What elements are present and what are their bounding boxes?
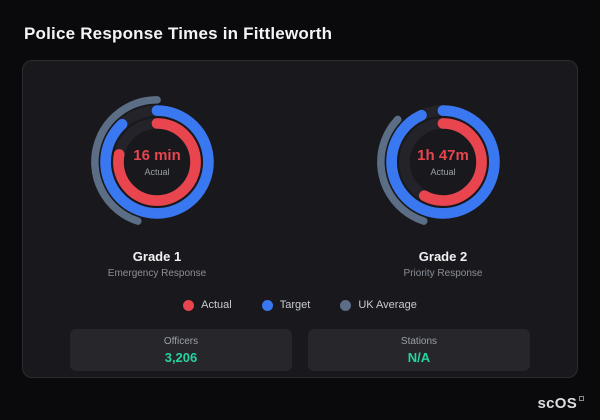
actual-dot-icon [183,299,195,311]
stat-value: N/A [407,349,431,365]
gauge-grade-2: 1h 47m Actual Grade 2 Priority Response [348,87,538,279]
stats-row: Officers 3,206 Stations N/A [23,329,577,371]
page-title: Police Response Times in Fittleworth [24,24,333,43]
target-dot-icon [261,299,273,311]
legend-item-actual: Actual [183,299,232,311]
gauge-subtitle: Priority Response [403,268,483,279]
stat-label: Stations [400,335,438,347]
legend-label: Target [279,299,311,311]
legend-item-uk-average: UK Average [340,299,417,311]
gauges-row: 16 min Actual Grade 1 Emergency Response… [23,87,577,279]
gauge-title: Grade 2 [418,249,468,264]
legend: Actual Target UK Average [23,299,577,311]
legend-label: UK Average [358,299,417,311]
registered-box-icon [579,396,584,401]
stat-label: Officers [163,335,199,347]
watermark-text: scOS [537,395,577,412]
legend-item-target: Target [261,299,311,311]
gauge-title: Grade 1 [132,249,182,264]
stat-value: 3,206 [164,349,198,365]
gauge-svg [377,96,509,228]
legend-label: Actual [201,299,232,311]
gauge-chart-grade-2: 1h 47m Actual [368,87,518,237]
gauge-subtitle: Emergency Response [107,268,207,279]
gauge-grade-1: 16 min Actual Grade 1 Emergency Response [62,87,252,279]
response-times-card: 16 min Actual Grade 1 Emergency Response… [22,60,578,378]
watermark: scOS [537,395,584,412]
stat-stations: Stations N/A [308,329,530,371]
stat-officers: Officers 3,206 [70,329,292,371]
gauge-svg [91,96,223,228]
uk-average-dot-icon [340,299,352,311]
gauge-chart-grade-1: 16 min Actual [82,87,232,237]
